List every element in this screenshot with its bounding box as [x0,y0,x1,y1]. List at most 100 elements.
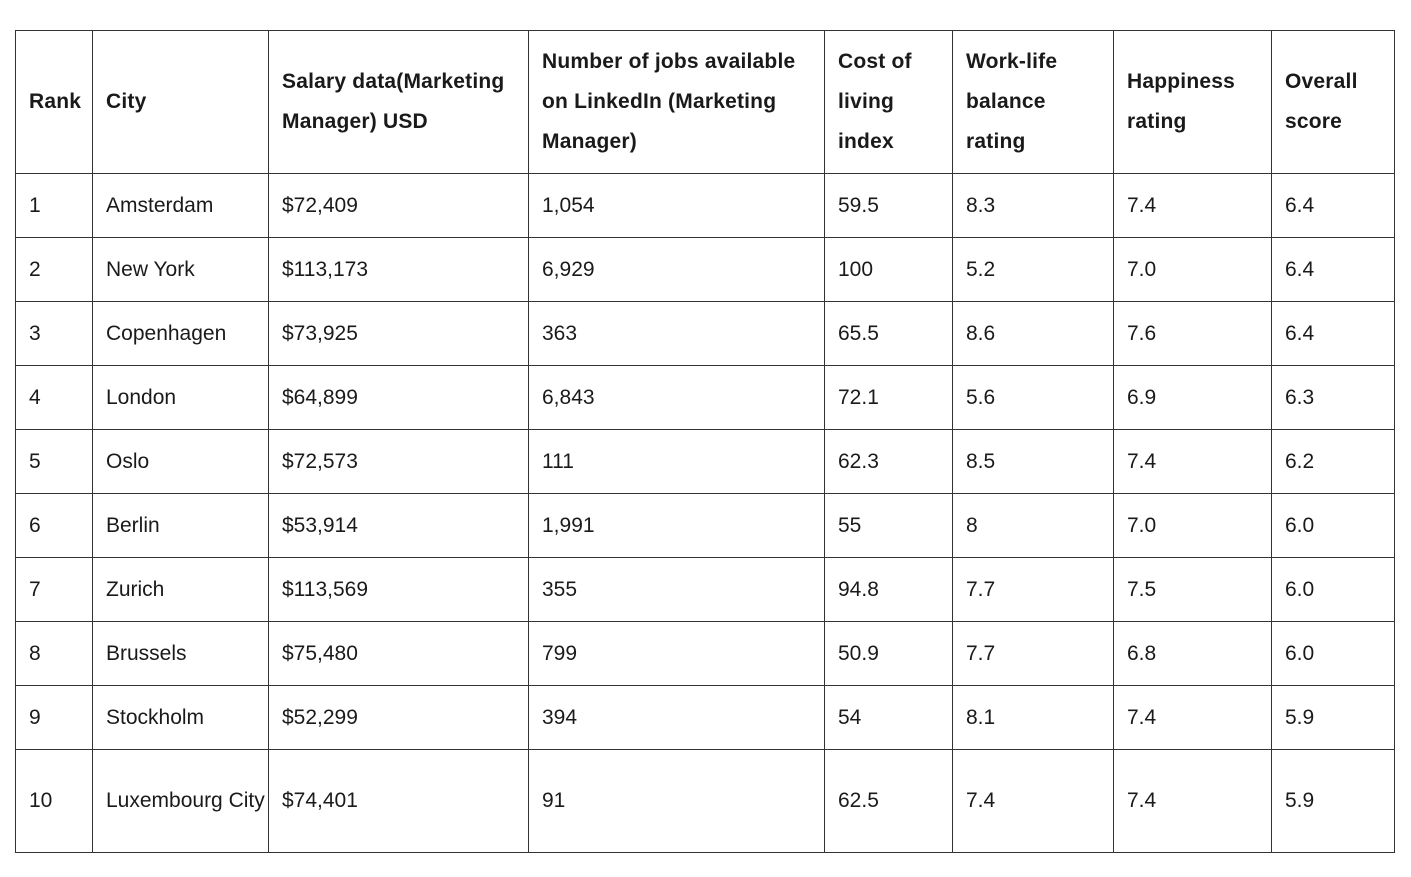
table-container: Rank City Salary data(Marketing Manager) U… [15,30,1395,853]
table-row: 6 Berlin $53,914 1,991 55 8 7.0 6.0 [15,493,1395,558]
header-salary: Salary data(Marketing Manager) USD [268,30,529,174]
rank-cell: 5 [15,429,93,494]
work-life-balance-cell: 5.2 [952,237,1114,302]
city-cell: Brussels [92,621,269,686]
happiness-cell: 6.9 [1113,365,1272,430]
jobs-cell: 6,929 [528,237,825,302]
city-cell: London [92,365,269,430]
cost-of-living-cell: 94.8 [824,557,953,622]
rank-cell: 1 [15,173,93,238]
table-row: 1 Amsterdam $72,409 1,054 59.5 8.3 7.4 6.4 [15,173,1395,238]
city-ranking-table: Rank City Salary data(Marketing Manager) U… [15,30,1395,853]
salary-cell: $113,173 [268,237,529,302]
overall-score-cell: 6.0 [1271,557,1395,622]
happiness-cell: 7.0 [1113,237,1272,302]
rank-cell: 6 [15,493,93,558]
header-rank: Rank [15,30,93,174]
overall-score-cell: 6.2 [1271,429,1395,494]
overall-score-cell: 6.0 [1271,621,1395,686]
rank-cell: 7 [15,557,93,622]
jobs-cell: 6,843 [528,365,825,430]
header-city: City [92,30,269,174]
cost-of-living-cell: 100 [824,237,953,302]
header-cost-of-living: Cost of living index [824,30,953,174]
city-cell: Oslo [92,429,269,494]
work-life-balance-cell: 8.6 [952,301,1114,366]
happiness-cell: 7.5 [1113,557,1272,622]
cost-of-living-cell: 65.5 [824,301,953,366]
table-row: 8 Brussels $75,480 799 50.9 7.7 6.8 6.0 [15,621,1395,686]
rank-cell: 2 [15,237,93,302]
overall-score-cell: 6.4 [1271,301,1395,366]
overall-score-cell: 6.3 [1271,365,1395,430]
salary-cell: $74,401 [268,749,529,853]
city-cell: Copenhagen [92,301,269,366]
rank-cell: 4 [15,365,93,430]
work-life-balance-cell: 5.6 [952,365,1114,430]
jobs-cell: 91 [528,749,825,853]
cost-of-living-cell: 62.5 [824,749,953,853]
salary-cell: $72,409 [268,173,529,238]
cost-of-living-cell: 62.3 [824,429,953,494]
happiness-cell: 7.6 [1113,301,1272,366]
happiness-cell: 7.4 [1113,173,1272,238]
table-row: 2 New York $113,173 6,929 100 5.2 7.0 6.4 [15,237,1395,302]
rank-cell: 8 [15,621,93,686]
overall-score-cell: 5.9 [1271,749,1395,853]
happiness-cell: 7.4 [1113,749,1272,853]
city-cell: New York [92,237,269,302]
work-life-balance-cell: 7.4 [952,749,1114,853]
table-row: 5 Oslo $72,573 111 62.3 8.5 7.4 6.2 [15,429,1395,494]
salary-cell: $75,480 [268,621,529,686]
city-cell: Stockholm [92,685,269,750]
happiness-cell: 7.4 [1113,685,1272,750]
header-overall-score: Overall score [1271,30,1395,174]
table-row: 7 Zurich $113,569 355 94.8 7.7 7.5 6.0 [15,557,1395,622]
cost-of-living-cell: 54 [824,685,953,750]
cost-of-living-cell: 72.1 [824,365,953,430]
overall-score-cell: 5.9 [1271,685,1395,750]
jobs-cell: 1,054 [528,173,825,238]
city-cell: Luxembourg City [92,749,269,853]
header-jobs: Number of jobs available on LinkedIn (Ma… [528,30,825,174]
salary-cell: $52,299 [268,685,529,750]
salary-cell: $64,899 [268,365,529,430]
jobs-cell: 111 [528,429,825,494]
happiness-cell: 7.0 [1113,493,1272,558]
city-cell: Zurich [92,557,269,622]
salary-cell: $72,573 [268,429,529,494]
table-header-row: Rank City Salary data(Marketing Manager) U… [15,30,1395,174]
city-cell: Berlin [92,493,269,558]
jobs-cell: 363 [528,301,825,366]
rank-cell: 10 [15,749,93,853]
jobs-cell: 1,991 [528,493,825,558]
salary-cell: $113,569 [268,557,529,622]
jobs-cell: 394 [528,685,825,750]
header-happiness: Happiness rating [1113,30,1272,174]
table-row: 9 Stockholm $52,299 394 54 8.1 7.4 5.9 [15,685,1395,750]
work-life-balance-cell: 8.3 [952,173,1114,238]
rank-cell: 9 [15,685,93,750]
cost-of-living-cell: 59.5 [824,173,953,238]
happiness-cell: 6.8 [1113,621,1272,686]
salary-cell: $73,925 [268,301,529,366]
header-work-life-balance: Work-life balance rating [952,30,1114,174]
city-cell: Amsterdam [92,173,269,238]
table-body: 1 Amsterdam $72,409 1,054 59.5 8.3 7.4 6.4 2 New … [15,173,1395,853]
table-row: 3 Copenhagen $73,925 363 65.5 8.6 7.6 6.4 [15,301,1395,366]
jobs-cell: 355 [528,557,825,622]
overall-score-cell: 6.4 [1271,173,1395,238]
table-row: 4 London $64,899 6,843 72.1 5.6 6.9 6.3 [15,365,1395,430]
happiness-cell: 7.4 [1113,429,1272,494]
jobs-cell: 799 [528,621,825,686]
work-life-balance-cell: 8.5 [952,429,1114,494]
salary-cell: $53,914 [268,493,529,558]
work-life-balance-cell: 8.1 [952,685,1114,750]
cost-of-living-cell: 55 [824,493,953,558]
work-life-balance-cell: 8 [952,493,1114,558]
overall-score-cell: 6.0 [1271,493,1395,558]
cost-of-living-cell: 50.9 [824,621,953,686]
rank-cell: 3 [15,301,93,366]
work-life-balance-cell: 7.7 [952,621,1114,686]
overall-score-cell: 6.4 [1271,237,1395,302]
